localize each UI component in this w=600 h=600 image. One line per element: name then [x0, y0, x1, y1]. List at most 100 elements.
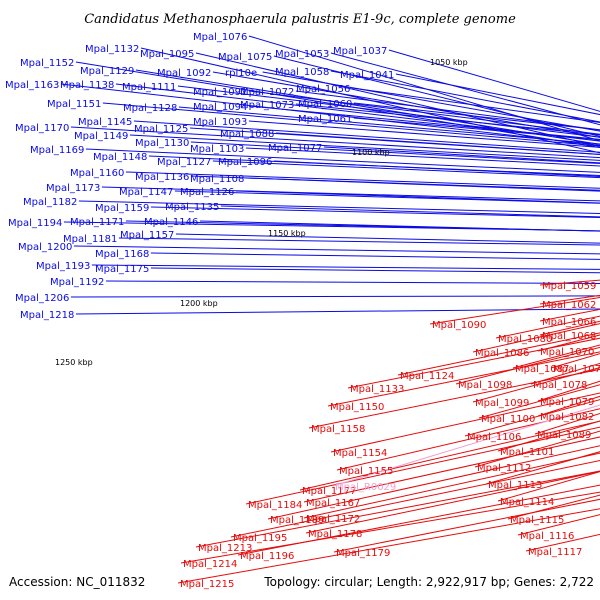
reverse-gene-label[interactable]: Mpal_1115 — [510, 515, 564, 526]
forward-gene-label[interactable]: Mpal_1037 — [333, 46, 387, 57]
reverse-gene-label[interactable]: Mpal_1087 — [515, 364, 569, 375]
reverse-gene-label[interactable]: Mpal_1154 — [333, 448, 387, 459]
reverse-gene-label[interactable]: Mpal_1099 — [475, 398, 529, 409]
reverse-gene-label[interactable]: Mpal_1214 — [183, 559, 237, 570]
reverse-gene-label[interactable]: Mpal_1196 — [240, 551, 294, 562]
forward-gene-label[interactable]: Mpal_1129 — [80, 66, 134, 77]
reverse-gene-label[interactable]: Mpal_1079 — [540, 397, 594, 408]
reverse-gene-label[interactable]: Mpal_1184 — [248, 500, 302, 511]
forward-gene-label[interactable]: Mpal_1194 — [8, 218, 62, 229]
forward-gene-label[interactable]: Mpal_1058 — [275, 67, 329, 78]
forward-gene-label[interactable]: Mpal_1041 — [340, 70, 394, 81]
reverse-gene-label[interactable]: Mpal_1112 — [477, 463, 531, 474]
reverse-gene-label[interactable]: Mpal_1116 — [520, 531, 574, 542]
reverse-gene-label[interactable]: Mpal_1071 — [553, 364, 600, 375]
forward-gene-label[interactable]: Mpal_1175 — [95, 264, 149, 275]
forward-gene-label[interactable]: Mpal_1181 — [63, 234, 117, 245]
reverse-gene-label[interactable]: Mpal_1178 — [308, 529, 362, 540]
forward-gene-label[interactable]: Mpal_1147 — [119, 187, 173, 198]
reverse-gene-label[interactable]: Mpal_1080 — [498, 334, 552, 345]
forward-gene-label[interactable]: Mpal_1200 — [18, 242, 72, 253]
rna-gene-label[interactable]: Mpal_R0029 — [335, 482, 396, 493]
forward-gene-label[interactable]: Mpal_1126 — [180, 187, 234, 198]
reverse-gene-label[interactable]: Mpal_1124 — [400, 371, 454, 382]
forward-gene-label[interactable]: Mpal_1111 — [122, 82, 176, 93]
reverse-gene-label[interactable]: Mpal_1155 — [339, 466, 393, 477]
forward-gene-label[interactable]: rpl10e — [225, 68, 257, 79]
forward-gene-label[interactable]: Mpal_1130 — [135, 138, 189, 149]
reverse-gene-label[interactable]: Mpal_1133 — [350, 384, 404, 395]
reverse-gene-label[interactable]: Mpal_1195 — [233, 533, 287, 544]
forward-gene-label[interactable]: Mpal_1093 — [193, 117, 247, 128]
forward-gene-label[interactable]: Mpal_1096 — [218, 157, 272, 168]
forward-gene-label[interactable]: Mpal_1169 — [30, 145, 84, 156]
forward-gene-label[interactable]: Mpal_1094 — [193, 102, 247, 113]
reverse-gene-label[interactable]: Mpal_1189 — [270, 515, 324, 526]
forward-gene-label[interactable]: Mpal_1103 — [190, 144, 244, 155]
forward-gene-label[interactable]: Mpal_1171 — [70, 217, 124, 228]
forward-gene-label[interactable]: Mpal_1148 — [93, 152, 147, 163]
reverse-gene-label[interactable]: Mpal_1114 — [500, 497, 554, 508]
reverse-gene-label[interactable]: Mpal_1106 — [467, 432, 521, 443]
forward-gene-label[interactable]: Mpal_1077 — [268, 143, 322, 154]
forward-gene-label[interactable]: Mpal_1095 — [140, 49, 194, 60]
reverse-gene-label[interactable]: Mpal_1090 — [432, 320, 486, 331]
forward-gene-label[interactable]: Mpal_1088 — [220, 129, 274, 140]
forward-gene-label[interactable]: Mpal_1135 — [165, 202, 219, 213]
forward-gene-label[interactable]: Mpal_1108 — [190, 174, 244, 185]
forward-gene-label[interactable]: Mpal_1060 — [298, 99, 352, 110]
forward-gene-label[interactable]: Mpal_1128 — [123, 103, 177, 114]
forward-gene-label[interactable]: Mpal_1072 — [240, 87, 294, 98]
reverse-gene-label[interactable]: Mpal_1089 — [537, 430, 591, 441]
forward-gene-label[interactable]: Mpal_1193 — [36, 261, 90, 272]
forward-gene-label[interactable]: Mpal_1206 — [15, 293, 69, 304]
forward-gene-label[interactable]: Mpal_1173 — [46, 183, 100, 194]
forward-gene-label[interactable]: Mpal_1160 — [70, 168, 124, 179]
reverse-gene-label[interactable]: Mpal_1179 — [336, 548, 390, 559]
reverse-gene-label[interactable]: Mpal_1086 — [475, 348, 529, 359]
forward-gene-label[interactable]: Mpal_1091 — [193, 87, 247, 98]
forward-gene-label[interactable]: Mpal_1152 — [20, 58, 74, 69]
forward-gene-label[interactable]: Mpal_1218 — [20, 310, 74, 321]
forward-gene-label[interactable]: Mpal_1073 — [240, 100, 294, 111]
forward-gene-label[interactable]: Mpal_1125 — [134, 124, 188, 135]
reverse-gene-label[interactable]: Mpal_1167 — [306, 498, 360, 509]
forward-gene-label[interactable]: Mpal_1076 — [193, 32, 247, 43]
forward-gene-label[interactable]: Mpal_1157 — [120, 230, 174, 241]
reverse-gene-label[interactable]: Mpal_1101 — [500, 447, 554, 458]
forward-gene-label[interactable]: Mpal_1092 — [157, 68, 211, 79]
forward-gene-label[interactable]: Mpal_1151 — [47, 99, 101, 110]
forward-gene-label[interactable]: Mpal_1056 — [296, 84, 350, 95]
reverse-gene-label[interactable]: Mpal_1158 — [311, 424, 365, 435]
reverse-gene-label[interactable]: Mpal_1098 — [458, 380, 512, 391]
reverse-gene-label[interactable]: Mpal_1117 — [528, 547, 582, 558]
forward-gene-label[interactable]: Mpal_1053 — [275, 49, 329, 60]
forward-gene-label[interactable]: Mpal_1159 — [95, 203, 149, 214]
forward-gene-label[interactable]: Mpal_1146 — [144, 217, 198, 228]
forward-gene-label[interactable]: Mpal_1132 — [85, 44, 139, 55]
forward-gene-label[interactable]: Mpal_1192 — [50, 277, 104, 288]
reverse-gene-label[interactable]: Mpal_1070 — [540, 347, 594, 358]
forward-gene-label[interactable]: Mpal_1145 — [78, 117, 132, 128]
forward-gene-label[interactable]: Mpal_1127 — [157, 157, 211, 168]
forward-gene-label[interactable]: Mpal_1182 — [23, 197, 77, 208]
reverse-gene-label[interactable]: Mpal_1066 — [542, 317, 596, 328]
reverse-gene-label[interactable]: Mpal_1100 — [481, 414, 535, 425]
forward-gene-label[interactable]: Mpal_1163 — [5, 80, 59, 91]
reverse-gene-label[interactable]: Mpal_1215 — [180, 579, 234, 590]
reverse-gene-label[interactable]: Mpal_1062 — [542, 300, 596, 311]
reverse-gene-label[interactable]: Mpal_1150 — [330, 402, 384, 413]
forward-gene-label[interactable]: Mpal_1136 — [135, 172, 189, 183]
forward-gene-label[interactable]: Mpal_1138 — [60, 80, 114, 91]
forward-gene-label[interactable]: Mpal_1075 — [218, 52, 272, 63]
reverse-gene-label[interactable]: Mpal_1177 — [302, 486, 356, 497]
forward-gene-label[interactable]: Mpal_1168 — [95, 249, 149, 260]
reverse-gene-label[interactable]: Mpal_1213 — [198, 543, 252, 554]
forward-gene-label[interactable]: Mpal_1149 — [74, 131, 128, 142]
reverse-gene-label[interactable]: Mpal_1082 — [540, 412, 594, 423]
forward-gene-label[interactable]: Mpal_1170 — [15, 123, 69, 134]
reverse-gene-label[interactable]: Mpal_1172 — [306, 514, 360, 525]
forward-gene-label[interactable]: Mpal_1061 — [298, 114, 352, 125]
reverse-gene-label[interactable]: Mpal_1113 — [488, 480, 542, 491]
reverse-gene-label[interactable]: Mpal_1068 — [542, 331, 596, 342]
